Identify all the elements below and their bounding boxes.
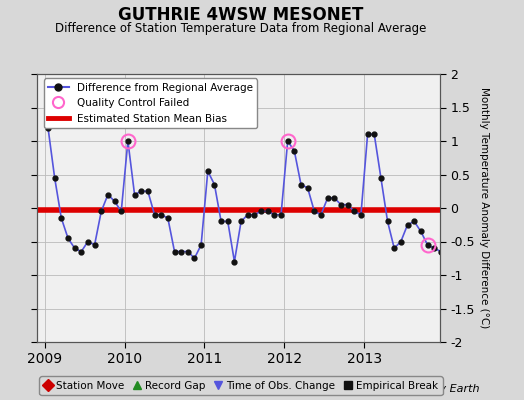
Text: GUTHRIE 4WSW MESONET: GUTHRIE 4WSW MESONET bbox=[118, 6, 364, 24]
Text: Difference of Station Temperature Data from Regional Average: Difference of Station Temperature Data f… bbox=[56, 22, 427, 35]
Legend: Difference from Regional Average, Quality Control Failed, Estimated Station Mean: Difference from Regional Average, Qualit… bbox=[44, 78, 257, 128]
Y-axis label: Monthly Temperature Anomaly Difference (°C): Monthly Temperature Anomaly Difference (… bbox=[479, 87, 489, 329]
Legend: Station Move, Record Gap, Time of Obs. Change, Empirical Break: Station Move, Record Gap, Time of Obs. C… bbox=[39, 376, 443, 395]
Text: Berkeley Earth: Berkeley Earth bbox=[397, 384, 479, 394]
